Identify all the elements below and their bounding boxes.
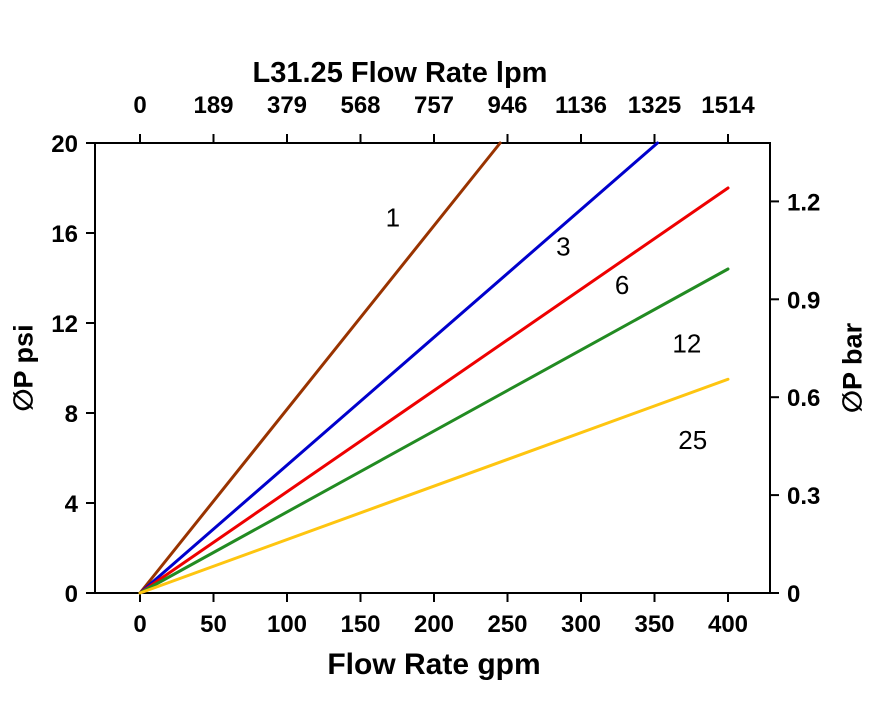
x-tick-label-gpm: 0 bbox=[133, 611, 146, 638]
x-tick-label-lpm: 1325 bbox=[628, 92, 681, 119]
y-tick-label-bar: 0.3 bbox=[787, 483, 820, 510]
series-label-6: 6 bbox=[615, 270, 629, 300]
y-tick-label-bar: 0.9 bbox=[787, 287, 820, 314]
y-tick-label-psi: 8 bbox=[65, 401, 78, 428]
series-line-6 bbox=[138, 186, 730, 595]
x-tick-label-gpm: 100 bbox=[267, 611, 307, 638]
x-tick-label-lpm: 757 bbox=[414, 92, 454, 119]
x-axis-title-bottom: Flow Rate gpm bbox=[327, 648, 541, 681]
x-tick-label-lpm: 1136 bbox=[555, 92, 607, 119]
x-tick-label-lpm: 189 bbox=[193, 92, 233, 119]
x-tick-label-gpm: 50 bbox=[200, 611, 227, 638]
x-tick-label-gpm: 250 bbox=[487, 611, 527, 638]
x-tick-label-lpm: 1514 bbox=[701, 92, 755, 119]
y-tick-label-psi: 4 bbox=[65, 491, 79, 518]
x-tick-label-gpm: 300 bbox=[561, 611, 601, 638]
x-tick-label-gpm: 400 bbox=[708, 611, 748, 638]
y-tick-label-bar: 1.2 bbox=[787, 189, 820, 216]
x-tick-label-gpm: 150 bbox=[340, 611, 380, 638]
series-label-12: 12 bbox=[672, 328, 701, 358]
series-line-1 bbox=[138, 141, 502, 595]
y-tick-label-bar: 0 bbox=[787, 581, 800, 608]
x-tick-label-lpm: 0 bbox=[133, 92, 146, 119]
series-line-12 bbox=[138, 267, 730, 595]
x-tick-label-lpm: 379 bbox=[267, 92, 307, 119]
x-tick-label-gpm: 200 bbox=[414, 611, 454, 638]
y-tick-label-psi: 12 bbox=[51, 311, 78, 338]
series-label-3: 3 bbox=[556, 232, 570, 262]
series-line-25 bbox=[138, 377, 730, 595]
y-tick-label-bar: 0.6 bbox=[787, 385, 820, 412]
y-tick-label-psi: 16 bbox=[51, 221, 78, 248]
x-tick-label-gpm: 350 bbox=[634, 611, 674, 638]
series-line-3 bbox=[138, 141, 659, 595]
y-tick-label-psi: 20 bbox=[51, 131, 78, 158]
y-tick-label-psi: 0 bbox=[65, 581, 78, 608]
x-tick-label-lpm: 946 bbox=[487, 92, 527, 119]
series-label-25: 25 bbox=[678, 425, 707, 455]
x-tick-label-lpm: 568 bbox=[340, 92, 380, 119]
series-label-1: 1 bbox=[386, 202, 400, 232]
chart-title: L31.25 Flow Rate lpm bbox=[252, 57, 548, 89]
plot-border bbox=[94, 142, 771, 594]
